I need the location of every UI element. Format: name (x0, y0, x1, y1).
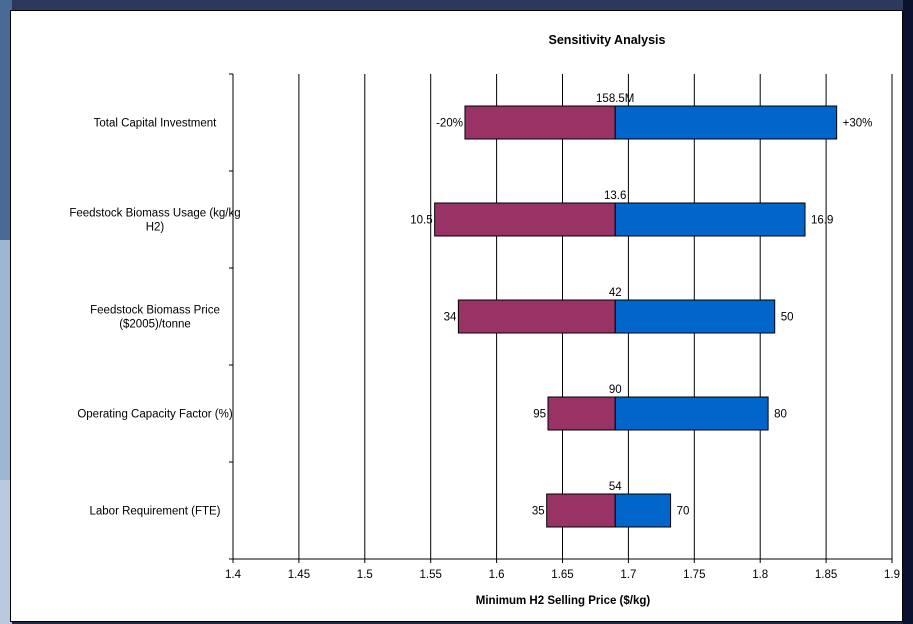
bar-low (434, 202, 616, 237)
data-label-high: 80 (774, 409, 787, 421)
data-label-base: 158.5M (596, 93, 634, 105)
bar-low (547, 396, 616, 431)
x-tick-label: 1.9 (884, 569, 900, 581)
data-label-high: +30% (843, 118, 873, 130)
background-strip-top (0, 0, 913, 12)
bar-low (464, 105, 616, 140)
background-left-panel-bottom (0, 480, 12, 624)
category-label: Operating Capacity Factor (%) (77, 409, 232, 421)
data-label-low: 35 (532, 506, 545, 518)
x-tick-label: 1.45 (288, 569, 310, 581)
background-strip-right (903, 0, 913, 624)
data-label-low: 34 (444, 312, 457, 324)
category-label: ($2005)/tonne (119, 319, 191, 331)
x-tick-label: 1.75 (683, 569, 705, 581)
data-label-high: 70 (677, 506, 690, 518)
x-tick-label: 1.8 (752, 569, 768, 581)
bars (434, 105, 838, 528)
data-label-high: 50 (781, 312, 794, 324)
bar-high (614, 202, 806, 237)
data-label-base: 13.6 (604, 190, 626, 202)
bar-high (614, 396, 769, 431)
chart-title: Sensitivity Analysis (549, 33, 666, 47)
bar-high (614, 493, 672, 528)
labels: 1.4 1.45 1.5 1.55 1.6 1.65 1.7 1.75 1.8 1.85 1.9 To… (69, 93, 900, 581)
x-tick-label: 1.4 (225, 569, 242, 581)
bar-low (457, 299, 616, 334)
category-label: Labor Requirement (FTE) (89, 506, 220, 518)
category-label: H2) (146, 222, 165, 234)
bar-high (614, 105, 838, 140)
data-label-base: 54 (609, 481, 622, 493)
x-axis-label: Minimum H2 Selling Price ($/kg) (476, 595, 651, 607)
data-label-high: 16.9 (811, 215, 833, 227)
x-tick-label: 1.6 (489, 569, 505, 581)
bar-high (614, 299, 776, 334)
data-label-low: 10.5 (410, 215, 432, 227)
axes (229, 73, 893, 563)
x-tick-label: 1.7 (620, 569, 636, 581)
category-label: Feedstock Biomass Price (90, 305, 220, 317)
x-tick-label: 1.85 (815, 569, 837, 581)
bar-low (546, 493, 616, 528)
data-label-low: -20% (436, 118, 463, 130)
chart-area: Sensitivity Analysis 1.4 1.45 1.5 1.55 1.6 1.… (10, 10, 903, 622)
category-label: Total Capital Investment (94, 118, 218, 130)
data-label-base: 90 (609, 384, 622, 396)
category-label: Feedstock Biomass Usage (kg/kg (69, 208, 240, 220)
data-label-base: 42 (609, 287, 622, 299)
x-tick-label: 1.55 (420, 569, 442, 581)
background-left-panel-middle (0, 240, 12, 480)
data-label-low: 95 (533, 409, 546, 421)
x-tick-label: 1.5 (357, 569, 373, 581)
sensitivity-chart: Sensitivity Analysis 1.4 1.45 1.5 1.55 1.6 1.… (69, 33, 900, 607)
background-left-panel-top (0, 0, 12, 240)
x-tick-label: 1.65 (551, 569, 573, 581)
